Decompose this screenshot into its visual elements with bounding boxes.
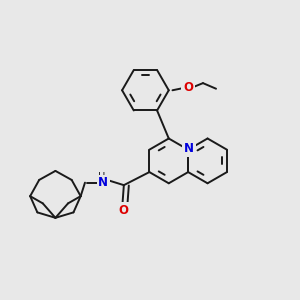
- Text: N: N: [98, 176, 108, 189]
- Text: N: N: [184, 142, 194, 155]
- Text: O: O: [118, 203, 128, 217]
- Text: H: H: [98, 172, 106, 182]
- Text: O: O: [183, 81, 193, 94]
